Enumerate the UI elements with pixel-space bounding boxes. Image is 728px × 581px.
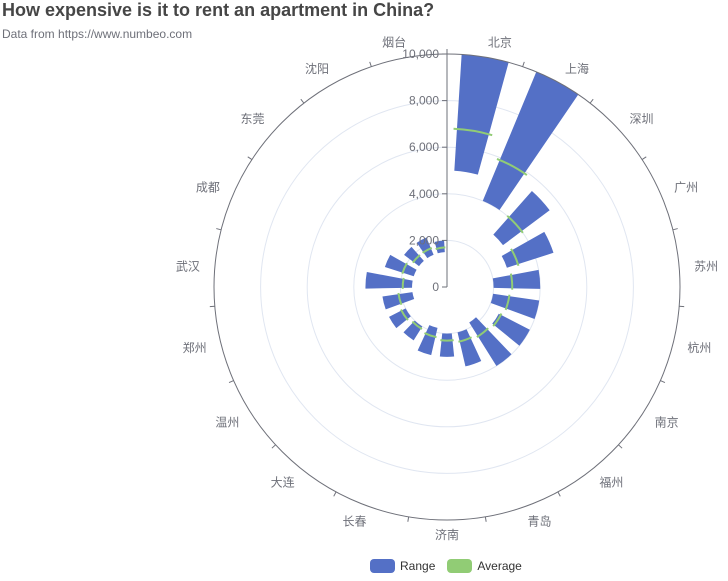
legend-item-average[interactable]: Average	[447, 559, 522, 573]
category-label: 北京	[488, 35, 512, 49]
category-label: 济南	[435, 527, 459, 542]
range-bar[interactable]	[382, 292, 415, 310]
average-arcs	[397, 127, 528, 343]
average-arc[interactable]	[510, 248, 520, 267]
category-label: 武汉	[176, 260, 200, 274]
range-bar[interactable]	[384, 254, 417, 277]
angle-tick	[228, 380, 234, 384]
average-arc[interactable]	[401, 262, 408, 275]
average-arc[interactable]	[412, 254, 421, 264]
category-label: 广州	[674, 180, 698, 194]
angle-tick	[557, 491, 561, 497]
average-arc[interactable]	[496, 158, 528, 176]
category-label: 东莞	[241, 112, 265, 126]
angle-tick	[300, 98, 305, 104]
range-swatch	[370, 559, 395, 573]
category-label: 大连	[271, 475, 295, 490]
legend-item-range[interactable]: Range	[370, 559, 435, 573]
range-bar[interactable]	[416, 237, 434, 259]
angle-tick	[672, 228, 678, 231]
category-label: 南京	[655, 415, 679, 430]
angle-tick	[618, 444, 623, 449]
average-arc[interactable]	[411, 320, 423, 330]
category-label: 郑州	[183, 340, 207, 355]
average-arc[interactable]	[509, 273, 514, 290]
average-arc[interactable]	[422, 246, 433, 254]
category-label: 烟台	[382, 34, 406, 49]
average-swatch	[447, 559, 473, 573]
range-bar[interactable]	[469, 317, 512, 367]
radius-tick-label: 2,000	[409, 233, 439, 247]
angle-tick	[216, 228, 222, 231]
average-arc[interactable]	[397, 292, 403, 306]
range-bar[interactable]	[434, 240, 445, 254]
category-label: 成都	[196, 180, 220, 194]
range-bar[interactable]	[482, 71, 579, 211]
angle-tick	[247, 156, 253, 160]
angle-tick	[660, 380, 666, 384]
angle-tick	[484, 516, 487, 522]
average-arc[interactable]	[492, 313, 503, 327]
legend: Range Average	[370, 559, 522, 573]
legend-label-range: Range	[400, 559, 436, 573]
category-label: 沈阳	[305, 61, 329, 76]
angle-tick	[271, 444, 276, 449]
range-bar[interactable]	[492, 269, 541, 289]
chart-subtitle: Data from https://www.numbeo.com	[2, 27, 193, 41]
range-bar[interactable]	[404, 246, 424, 267]
angle-tick	[407, 516, 410, 522]
angle-tick	[333, 491, 337, 497]
average-arc[interactable]	[435, 246, 446, 251]
angle-tick	[369, 61, 372, 67]
range-bar[interactable]	[389, 308, 411, 329]
range-bar[interactable]	[439, 333, 455, 357]
category-label: 杭州	[687, 340, 711, 355]
angle-tick	[641, 156, 647, 160]
average-arc[interactable]	[400, 309, 409, 321]
category-label: 上海	[565, 61, 589, 76]
radius-axis: 0 2,000 4,000 6,000 8,000 10,000	[402, 47, 448, 294]
range-bar[interactable]	[492, 313, 530, 346]
range-bars	[365, 54, 579, 367]
radius-tick-label: 8,000	[409, 94, 439, 108]
average-arc[interactable]	[476, 327, 489, 338]
legend-label-average: Average	[477, 559, 522, 573]
range-bar[interactable]	[365, 271, 413, 289]
category-label: 长春	[342, 515, 366, 529]
angle-tick	[589, 98, 594, 104]
average-arc[interactable]	[504, 294, 511, 311]
category-label: 深圳	[629, 112, 653, 126]
average-arc[interactable]	[458, 336, 472, 343]
average-arc[interactable]	[401, 277, 405, 289]
radius-tick-label: 4,000	[409, 187, 439, 201]
category-label: 青岛	[528, 514, 552, 529]
radius-tick-label: 6,000	[409, 140, 439, 154]
category-label: 温州	[215, 416, 239, 430]
range-bar[interactable]	[493, 191, 550, 246]
radius-tick-label: 0	[432, 280, 439, 294]
category-label: 福州	[599, 475, 623, 490]
category-label: 苏州	[694, 260, 718, 274]
range-bar[interactable]	[417, 325, 438, 356]
average-arc[interactable]	[424, 332, 437, 339]
range-bar[interactable]	[403, 320, 423, 341]
average-arc[interactable]	[506, 215, 524, 234]
average-arc[interactable]	[453, 127, 493, 137]
range-bar[interactable]	[457, 329, 482, 367]
angle-tick	[522, 61, 525, 67]
chart-title: How expensive is it to rent an apartment…	[2, 0, 435, 20]
radius-tick-label: 10,000	[402, 47, 439, 61]
range-bar[interactable]	[490, 293, 540, 320]
range-bar[interactable]	[501, 231, 554, 268]
range-bar[interactable]	[454, 54, 509, 175]
